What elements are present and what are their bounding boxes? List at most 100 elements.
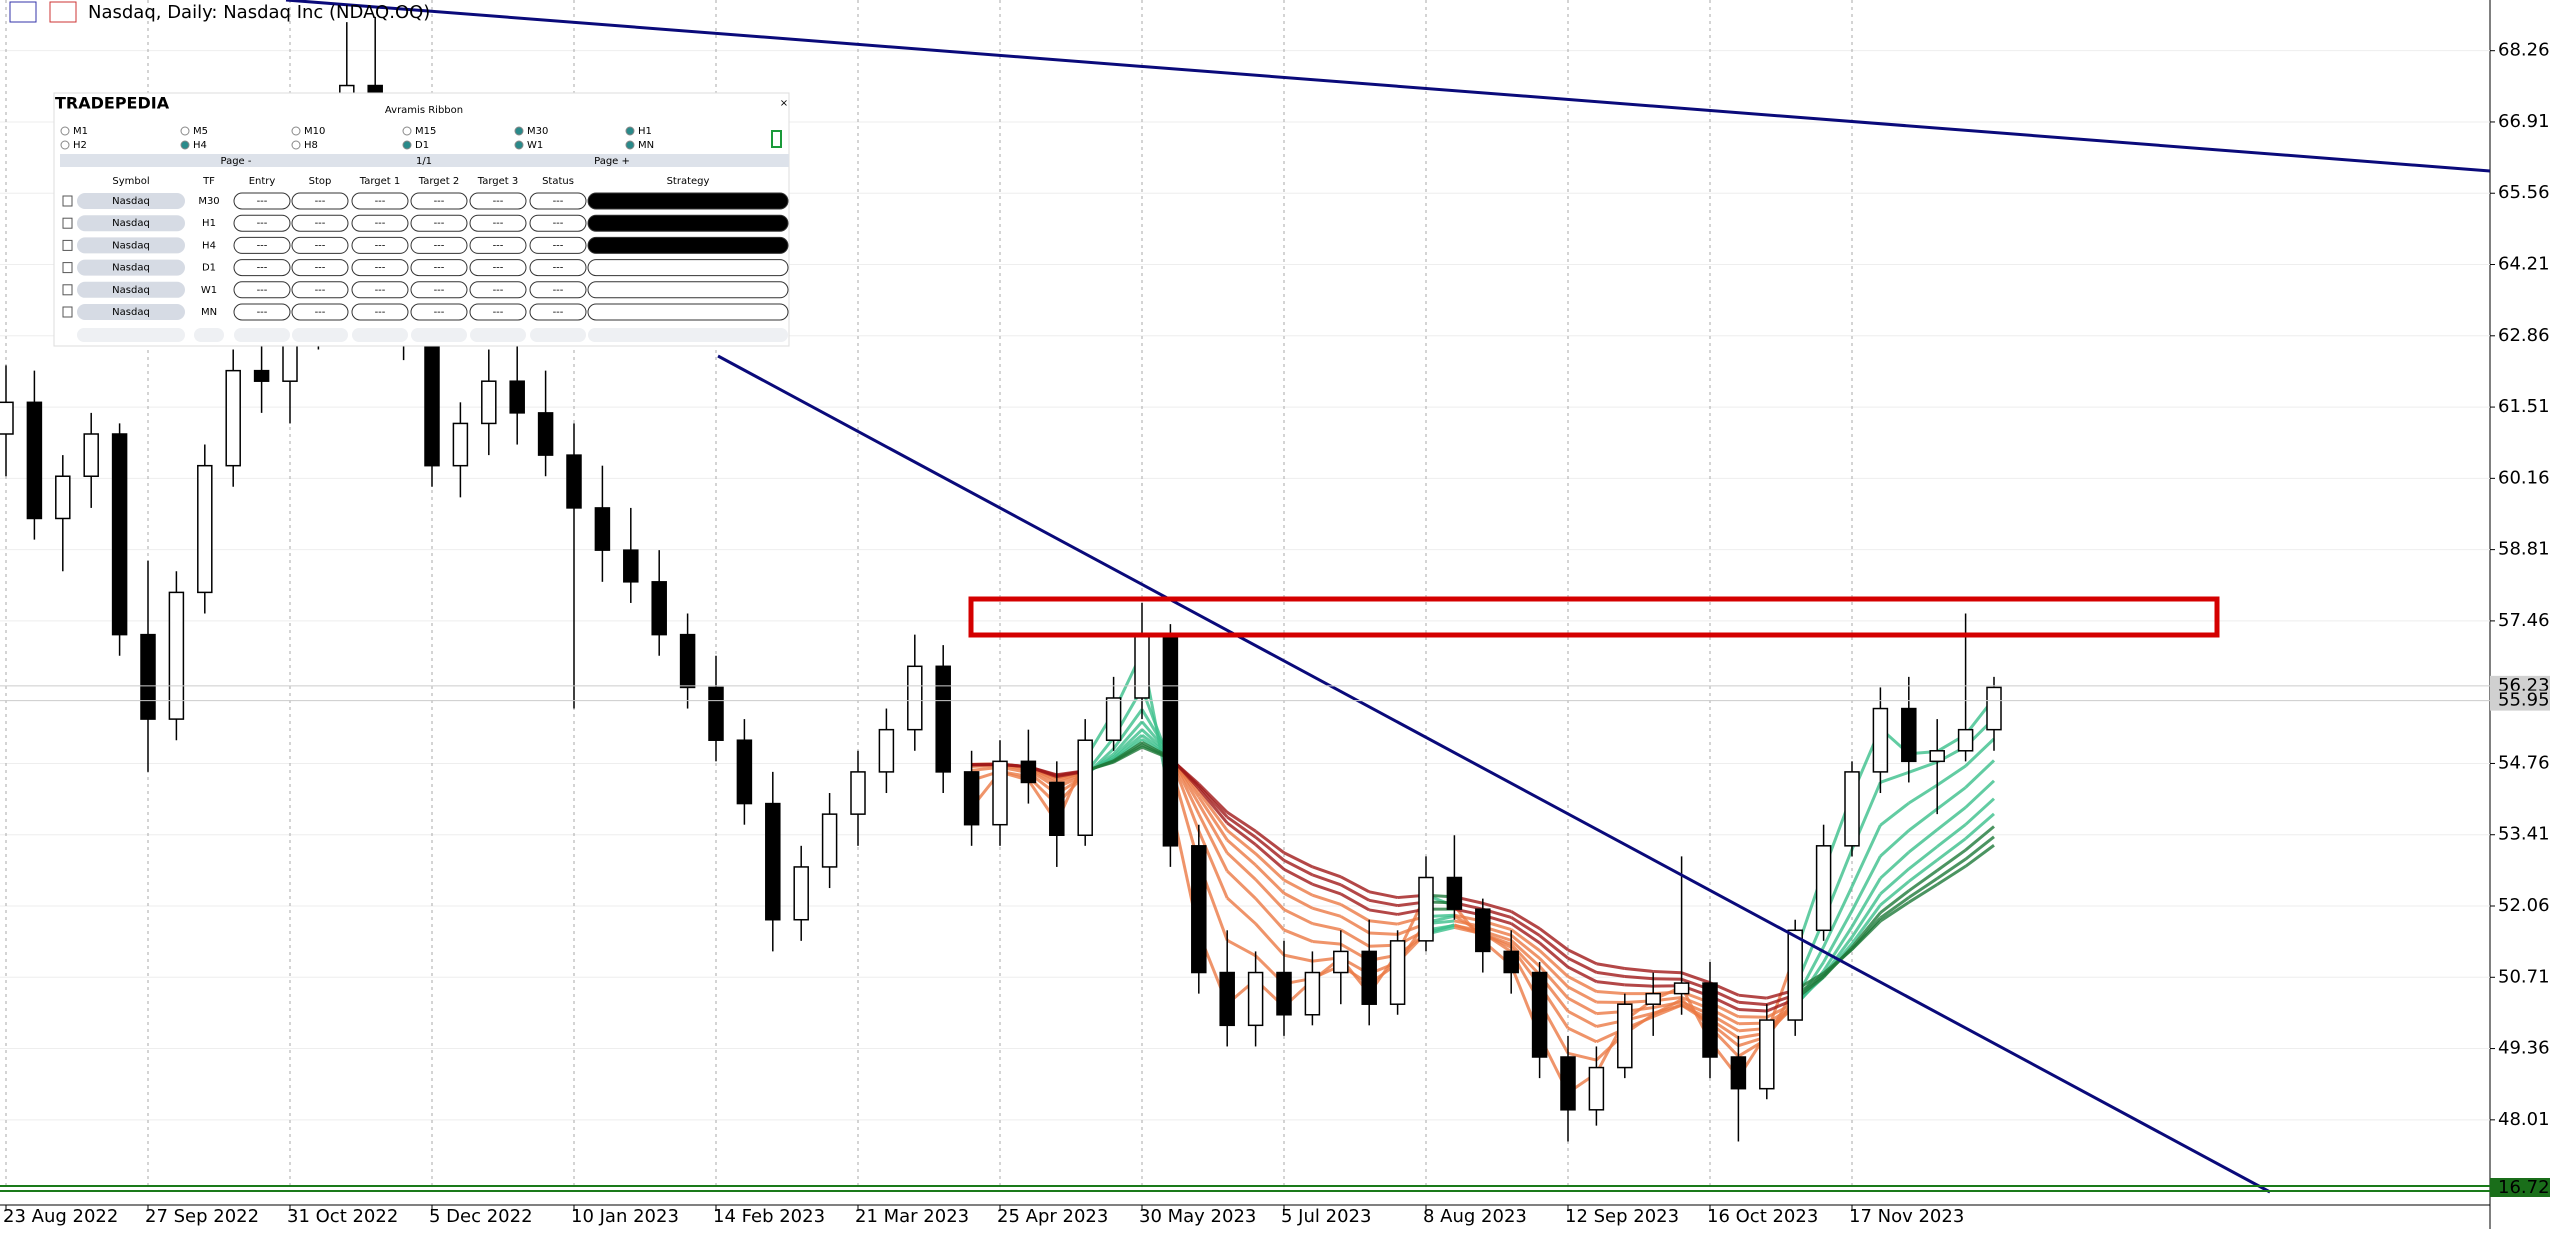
candle-body	[1987, 687, 2001, 729]
candle-body	[1476, 909, 1490, 951]
candle-body	[1362, 951, 1376, 1004]
column-header: Target 3	[477, 176, 518, 187]
radio[interactable]	[292, 127, 300, 135]
column-header: Strategy	[667, 176, 710, 187]
radio[interactable]	[403, 141, 411, 149]
strategy-cell	[588, 282, 788, 298]
timeframe: MN	[201, 307, 217, 318]
cell-value: ---	[434, 285, 445, 296]
column-header: Stop	[309, 176, 332, 187]
cell-value: ---	[553, 307, 564, 318]
candle-body	[255, 371, 269, 382]
radio[interactable]	[403, 127, 411, 135]
cell-value: ---	[434, 263, 445, 274]
cell-value: ---	[553, 240, 564, 251]
candle-body	[1220, 973, 1234, 1026]
symbol: Nasdaq	[112, 218, 150, 229]
radio-label: M10	[304, 126, 325, 137]
cell-value: ---	[257, 196, 268, 207]
menu-icon[interactable]	[10, 2, 36, 22]
symbol: Nasdaq	[112, 240, 150, 251]
candle-body	[965, 772, 979, 825]
radio-label: H8	[304, 140, 318, 151]
ribbon-line	[1625, 985, 1653, 986]
cell-value: ---	[553, 263, 564, 274]
candle-body	[1731, 1057, 1745, 1089]
page-prev[interactable]: Page -	[221, 156, 252, 167]
strategy: УЗЕЛ	[675, 218, 701, 229]
cell-value: ---	[315, 285, 326, 296]
x-tick-label: 21 Mar 2023	[855, 1206, 969, 1227]
candle-body	[1163, 635, 1177, 846]
row-checkbox[interactable]	[63, 218, 72, 228]
candle-body	[567, 455, 581, 508]
candle-body	[84, 434, 98, 476]
radio-label: M30	[527, 126, 548, 137]
page-next[interactable]: Page +	[594, 156, 630, 167]
price-tag-label: 55.95	[2498, 690, 2550, 711]
cell-value: ---	[493, 240, 504, 251]
radio[interactable]	[61, 141, 69, 149]
panel-name: Avramis Ribbon	[385, 105, 463, 116]
radio[interactable]	[181, 127, 189, 135]
column-header: Entry	[249, 176, 276, 187]
row-checkbox[interactable]	[63, 240, 72, 250]
cell-value: ---	[493, 307, 504, 318]
page-number: 1/1	[416, 156, 432, 167]
row-checkbox[interactable]	[63, 196, 72, 206]
cell-value: ---	[257, 307, 268, 318]
cell-value: ---	[375, 263, 386, 274]
cell-value: ---	[315, 218, 326, 229]
candle-body	[482, 381, 496, 423]
candle-body	[1277, 973, 1291, 1015]
ribbon-line	[1653, 971, 1681, 972]
column-header: Target 2	[418, 176, 459, 187]
candle-body	[1050, 782, 1064, 835]
x-tick-label: 30 May 2023	[1139, 1206, 1256, 1227]
y-tick-label: 50.71	[2498, 966, 2550, 987]
symbol: Nasdaq	[112, 196, 150, 207]
cell-value: ---	[434, 218, 445, 229]
radio[interactable]	[181, 141, 189, 149]
row-checkbox[interactable]	[63, 307, 72, 317]
ribbon-line	[1369, 933, 1397, 934]
cell-value: ---	[493, 263, 504, 274]
cell-value: ---	[257, 285, 268, 296]
symbol: Nasdaq	[112, 263, 150, 274]
chart-title: Nasdaq, Daily: Nasdaq Inc (NDAQ.OQ)	[88, 2, 430, 23]
cell-value: ---	[315, 263, 326, 274]
column-header: Symbol	[112, 176, 149, 187]
cell-value: ---	[375, 307, 386, 318]
radio[interactable]	[61, 127, 69, 135]
panel-close[interactable]: ×	[780, 98, 788, 109]
candle-body	[1419, 877, 1433, 940]
candle-body	[169, 592, 183, 719]
row-checkbox[interactable]	[63, 285, 72, 295]
candle-body	[1902, 709, 1916, 762]
candle-body	[226, 371, 240, 466]
ribbon-line	[1738, 1009, 1766, 1011]
candle-body	[198, 466, 212, 593]
candle-body	[1249, 973, 1263, 1026]
candle-body	[425, 339, 439, 466]
cell-value: ---	[434, 240, 445, 251]
candle-body	[453, 423, 467, 465]
radio[interactable]	[515, 141, 523, 149]
radio[interactable]	[515, 127, 523, 135]
candle-body	[1078, 740, 1092, 835]
radio-label: M1	[73, 126, 88, 137]
empty-cell	[470, 328, 526, 342]
x-tick-label: 8 Aug 2023	[1423, 1206, 1527, 1227]
radio[interactable]	[626, 141, 634, 149]
radio[interactable]	[626, 127, 634, 135]
radio[interactable]	[292, 141, 300, 149]
x-tick-label: 5 Jul 2023	[1281, 1206, 1371, 1227]
radio-label: D1	[415, 140, 429, 151]
candle-body	[1135, 635, 1149, 698]
empty-cell	[411, 328, 467, 342]
empty-cell	[352, 328, 408, 342]
candle-body	[879, 730, 893, 772]
row-checkbox[interactable]	[63, 263, 72, 273]
timeframe: M30	[198, 196, 219, 207]
chart-icon[interactable]	[50, 2, 76, 22]
